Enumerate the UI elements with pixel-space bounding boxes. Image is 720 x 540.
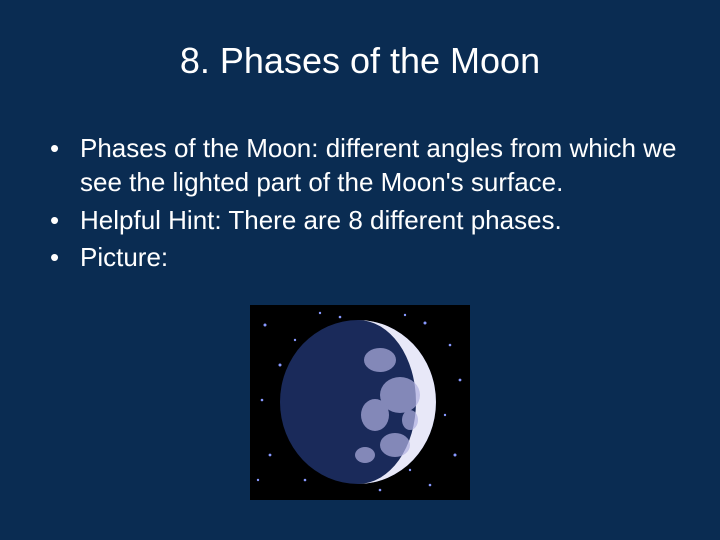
slide-title: 8. Phases of the Moon — [40, 40, 680, 82]
bullet-item: Helpful Hint: There are 8 different phas… — [50, 204, 680, 238]
bullet-list: Phases of the Moon: different angles fro… — [40, 132, 680, 275]
moon-svg — [250, 305, 470, 500]
bullet-item: Picture: — [50, 241, 680, 275]
bullet-item: Phases of the Moon: different angles fro… — [50, 132, 680, 200]
slide: 8. Phases of the Moon Phases of the Moon… — [0, 0, 720, 540]
moon-picture — [250, 305, 470, 500]
